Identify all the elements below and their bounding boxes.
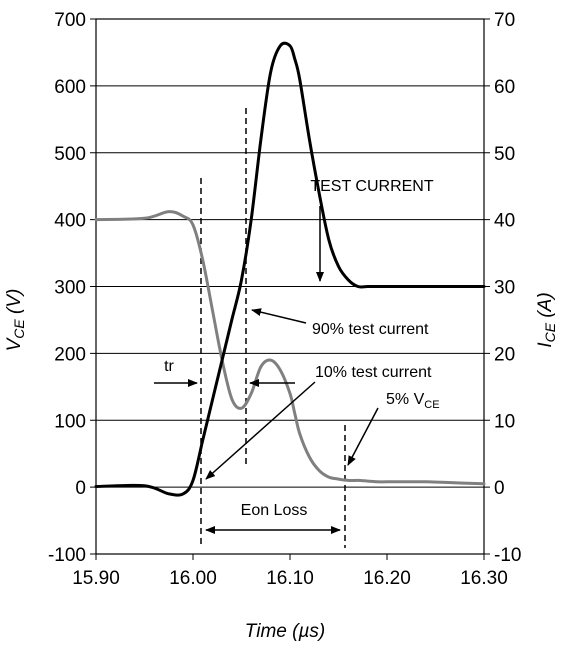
right-y-tick-label: 50 <box>494 144 515 165</box>
left-y-tick-label: 700 <box>54 10 86 31</box>
vce5-label-sub: CE <box>424 399 439 411</box>
eon-label: Eon Loss <box>241 502 308 519</box>
right-y-tick-label: 30 <box>494 278 515 299</box>
annotation-labels: tr TEST CURRENT 90% test current 10% tes… <box>152 178 440 519</box>
left-y-tick-label: 100 <box>54 411 86 432</box>
series-lines <box>94 41 486 497</box>
x-tick-label: 16.20 <box>363 568 411 589</box>
pct90-label: 90% test current <box>312 321 429 338</box>
right-y-axis-title: ICE (A) <box>535 292 558 347</box>
pct10-label: 10% test current <box>315 364 432 381</box>
x-ticks: 15.90 16.00 16.10 16.20 16.30 <box>72 554 508 589</box>
left-y-tick-label: 500 <box>54 144 86 165</box>
series-line-vce <box>94 210 486 486</box>
gridlines <box>96 85 484 488</box>
left-y-axis-title-unit: (V) <box>4 289 25 320</box>
vce5-arrow <box>347 407 379 466</box>
tr-label-bg <box>152 355 186 375</box>
tr-label: tr <box>164 358 174 375</box>
right-y-axis-title-main: I <box>535 342 556 348</box>
left-y-tick-label: 0 <box>75 478 86 499</box>
left-y-tick-label: 200 <box>54 344 86 365</box>
annotation-lines <box>200 108 346 548</box>
left-y-tick-label: -100 <box>48 545 86 566</box>
right-y-tick-label: 20 <box>494 344 515 365</box>
right-y-ticks: -10 0 10 20 30 40 50 60 70 <box>484 10 521 566</box>
right-y-axis-title-sub: CE <box>542 322 558 342</box>
right-y-tick-label: 70 <box>494 10 515 31</box>
x-tick-label: 16.30 <box>460 568 508 589</box>
vce5-label: 5% VCE <box>386 391 440 411</box>
left-y-ticks: -100 0 100 200 300 400 500 600 700 <box>48 10 96 566</box>
pct10-arrow <box>205 381 316 480</box>
left-y-axis-title-sub: CE <box>11 319 27 339</box>
right-y-tick-label: 60 <box>494 77 515 98</box>
left-y-tick-label: 300 <box>54 278 86 299</box>
annotation-arrows <box>154 206 379 534</box>
x-tick-label: 15.90 <box>72 568 120 589</box>
left-y-tick-label: 400 <box>54 211 86 232</box>
vce5-label-main: 5% V <box>386 391 425 408</box>
x-tick-label: 16.10 <box>266 568 314 589</box>
right-y-tick-label: 0 <box>494 478 505 499</box>
x-axis-title: Time (µs) <box>245 621 325 642</box>
test-current-label: TEST CURRENT <box>310 178 433 195</box>
pct90-arrow <box>251 308 307 324</box>
x-tick-label: 16.00 <box>169 568 217 589</box>
left-y-tick-label: 600 <box>54 77 86 98</box>
left-y-axis-title: VCE (V) <box>4 289 27 352</box>
left-y-axis-title-main: V <box>4 336 25 351</box>
series-line-ice <box>94 41 486 497</box>
right-y-tick-label: 40 <box>494 211 515 232</box>
right-y-tick-label: -10 <box>494 545 521 566</box>
right-y-tick-label: 10 <box>494 411 515 432</box>
right-y-axis-title-unit: (A) <box>535 292 556 323</box>
